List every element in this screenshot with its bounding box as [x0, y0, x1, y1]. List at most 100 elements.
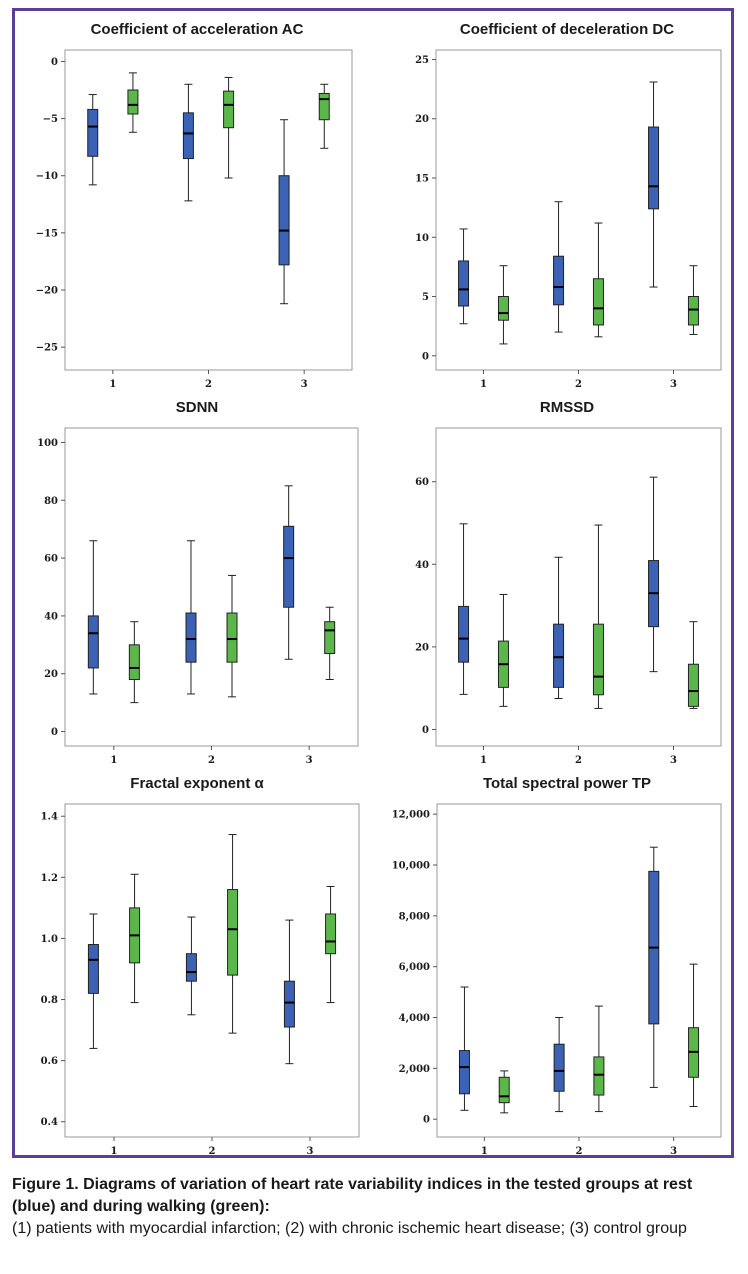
walking-box-group-2 — [226, 574, 238, 698]
rest-box-group-1 — [87, 540, 99, 695]
figure-caption: Figure 1. Diagrams of variation of heart… — [12, 1174, 736, 1240]
y-tick-label: 80 — [44, 496, 58, 507]
chart-sdnn: SDNN 0 20 40 60 80 100 1 2 3 — [37, 399, 359, 766]
x-tick-label: 1 — [480, 379, 487, 390]
walking-box-group-1 — [497, 593, 509, 707]
plot-area — [435, 427, 722, 747]
rest-box-group-1 — [458, 228, 470, 325]
box — [223, 90, 235, 129]
box — [227, 889, 239, 976]
walking-box-group-1 — [497, 265, 509, 345]
walking-box-group-3 — [687, 621, 699, 709]
walking-box-group-2 — [223, 76, 235, 179]
plot-area — [64, 427, 359, 747]
box — [226, 612, 238, 663]
rest-box-group-3 — [648, 81, 660, 288]
box — [497, 296, 509, 321]
box — [185, 612, 197, 663]
walking-box-group-3 — [325, 885, 337, 1004]
rest-box-group-1 — [458, 523, 470, 695]
x-tick-label: 3 — [307, 1146, 314, 1157]
x-tick-label: 2 — [208, 755, 215, 766]
chart-title: RMSSD — [540, 399, 594, 416]
chart-title: Coefficient of deceleration DC — [460, 21, 674, 38]
y-tick-label: 40 — [44, 611, 58, 622]
box — [325, 913, 337, 955]
box — [458, 605, 470, 663]
box — [182, 112, 194, 160]
walking-box-group-3 — [688, 963, 700, 1107]
walking-box-group-2 — [592, 222, 604, 338]
y-tick-label: 1.0 — [41, 934, 58, 945]
walking-box-group-1 — [498, 1070, 510, 1114]
box — [324, 621, 336, 654]
box — [553, 255, 565, 306]
y-tick-label: 15 — [415, 174, 429, 185]
rest-box-group-2 — [553, 556, 565, 700]
box — [318, 92, 330, 121]
chart-title: Fractal exponent α — [130, 775, 264, 792]
y-tick-label: −10 — [36, 171, 58, 182]
y-tick-label: 0 — [51, 57, 58, 68]
box — [498, 1076, 510, 1104]
plot-area — [436, 803, 722, 1138]
box — [592, 278, 604, 326]
caption-title: Figure 1. Diagrams of variation of heart… — [12, 1176, 693, 1215]
box — [458, 260, 470, 307]
y-tick-label: 0 — [422, 351, 429, 362]
y-tick-label: 0.6 — [41, 1056, 58, 1067]
x-tick-label: 1 — [109, 379, 116, 390]
chart-fractal-exponent: Fractal exponent α 0.4 0.6 0.8 1.0 1.2 1.4 1 2 3 — [41, 775, 360, 1157]
chart-rmssd: RMSSD 0 20 40 60 1 2 3 — [415, 399, 722, 766]
chart-title: Coefficient of acceleration AC — [91, 21, 304, 38]
walking-box-group-3 — [318, 83, 330, 149]
y-tick-label: 1.4 — [41, 812, 58, 823]
chart-total-spectral-power: Total spectral power TP 0 2,000 4,000 6,000 8… — [392, 775, 722, 1157]
walking-box-group-2 — [592, 524, 604, 709]
y-tick-label: 10,000 — [392, 861, 430, 872]
rest-box-group-3 — [283, 919, 295, 1065]
y-tick-label: 0.4 — [41, 1117, 58, 1128]
y-tick-label: −25 — [36, 343, 58, 354]
y-tick-label: 100 — [37, 438, 58, 449]
walking-box-group-1 — [129, 873, 141, 1004]
rest-box-group-1 — [458, 986, 470, 1111]
y-tick-label: 2,000 — [399, 1064, 430, 1075]
figure-frame — [12, 8, 734, 1158]
y-tick-label: 1.2 — [41, 873, 58, 884]
y-tick-label: 25 — [415, 55, 429, 66]
x-tick-label: 3 — [670, 755, 677, 766]
y-tick-label: 0 — [423, 1115, 430, 1126]
x-tick-label: 3 — [306, 755, 313, 766]
y-tick-label: −5 — [43, 114, 58, 125]
box — [87, 615, 99, 669]
rest-box-group-3 — [648, 476, 660, 673]
box — [592, 623, 604, 696]
y-tick-label: 0 — [51, 727, 58, 738]
caption-body: (1) patients with myocardial infarction;… — [12, 1220, 687, 1237]
box — [127, 89, 139, 115]
rest-box-group-2 — [553, 1017, 565, 1113]
x-tick-label: 3 — [670, 379, 677, 390]
box — [648, 126, 660, 210]
y-tick-label: 0.8 — [41, 995, 58, 1006]
box — [553, 623, 565, 688]
y-tick-label: 20 — [44, 669, 58, 680]
walking-box-group-2 — [227, 834, 239, 1034]
y-tick-label: 60 — [44, 554, 58, 565]
y-tick-label: 20 — [415, 642, 429, 653]
x-tick-label: 1 — [111, 1146, 118, 1157]
box — [87, 944, 99, 994]
rest-box-group-1 — [87, 913, 99, 1049]
rest-box-group-3 — [283, 485, 295, 660]
y-tick-label: 4,000 — [399, 1013, 430, 1024]
y-tick-label: 12,000 — [392, 810, 430, 821]
rest-box-group-2 — [185, 540, 197, 695]
rest-box-group-2 — [185, 916, 197, 1016]
rest-box-group-3 — [648, 846, 660, 1088]
x-tick-label: 2 — [205, 379, 212, 390]
plot-area — [64, 803, 360, 1138]
x-tick-label: 2 — [575, 379, 582, 390]
y-tick-label: 0 — [422, 725, 429, 736]
rest-box-group-1 — [87, 94, 99, 186]
